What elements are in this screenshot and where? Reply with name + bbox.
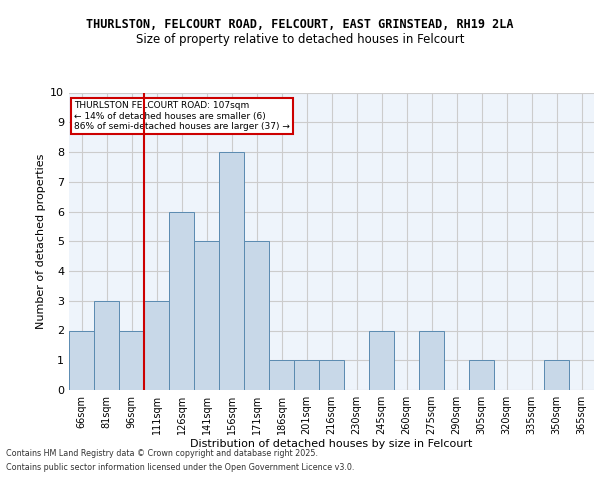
Bar <box>244 242 269 390</box>
Bar <box>319 360 344 390</box>
Bar <box>419 330 444 390</box>
Bar <box>294 360 319 390</box>
Bar <box>94 300 119 390</box>
Y-axis label: Number of detached properties: Number of detached properties <box>36 154 46 329</box>
Bar <box>469 360 494 390</box>
Bar <box>194 242 219 390</box>
Text: Size of property relative to detached houses in Felcourt: Size of property relative to detached ho… <box>136 32 464 46</box>
Bar <box>369 330 394 390</box>
Bar <box>169 212 194 390</box>
X-axis label: Distribution of detached houses by size in Felcourt: Distribution of detached houses by size … <box>190 438 473 448</box>
Bar <box>119 330 144 390</box>
Bar <box>144 300 169 390</box>
Text: Contains HM Land Registry data © Crown copyright and database right 2025.: Contains HM Land Registry data © Crown c… <box>6 448 318 458</box>
Bar <box>69 330 94 390</box>
Text: THURLSTON FELCOURT ROAD: 107sqm
← 14% of detached houses are smaller (6)
86% of : THURLSTON FELCOURT ROAD: 107sqm ← 14% of… <box>74 102 290 131</box>
Text: Contains public sector information licensed under the Open Government Licence v3: Contains public sector information licen… <box>6 464 355 472</box>
Bar <box>269 360 294 390</box>
Text: THURLSTON, FELCOURT ROAD, FELCOURT, EAST GRINSTEAD, RH19 2LA: THURLSTON, FELCOURT ROAD, FELCOURT, EAST… <box>86 18 514 30</box>
Bar <box>219 152 244 390</box>
Bar <box>544 360 569 390</box>
